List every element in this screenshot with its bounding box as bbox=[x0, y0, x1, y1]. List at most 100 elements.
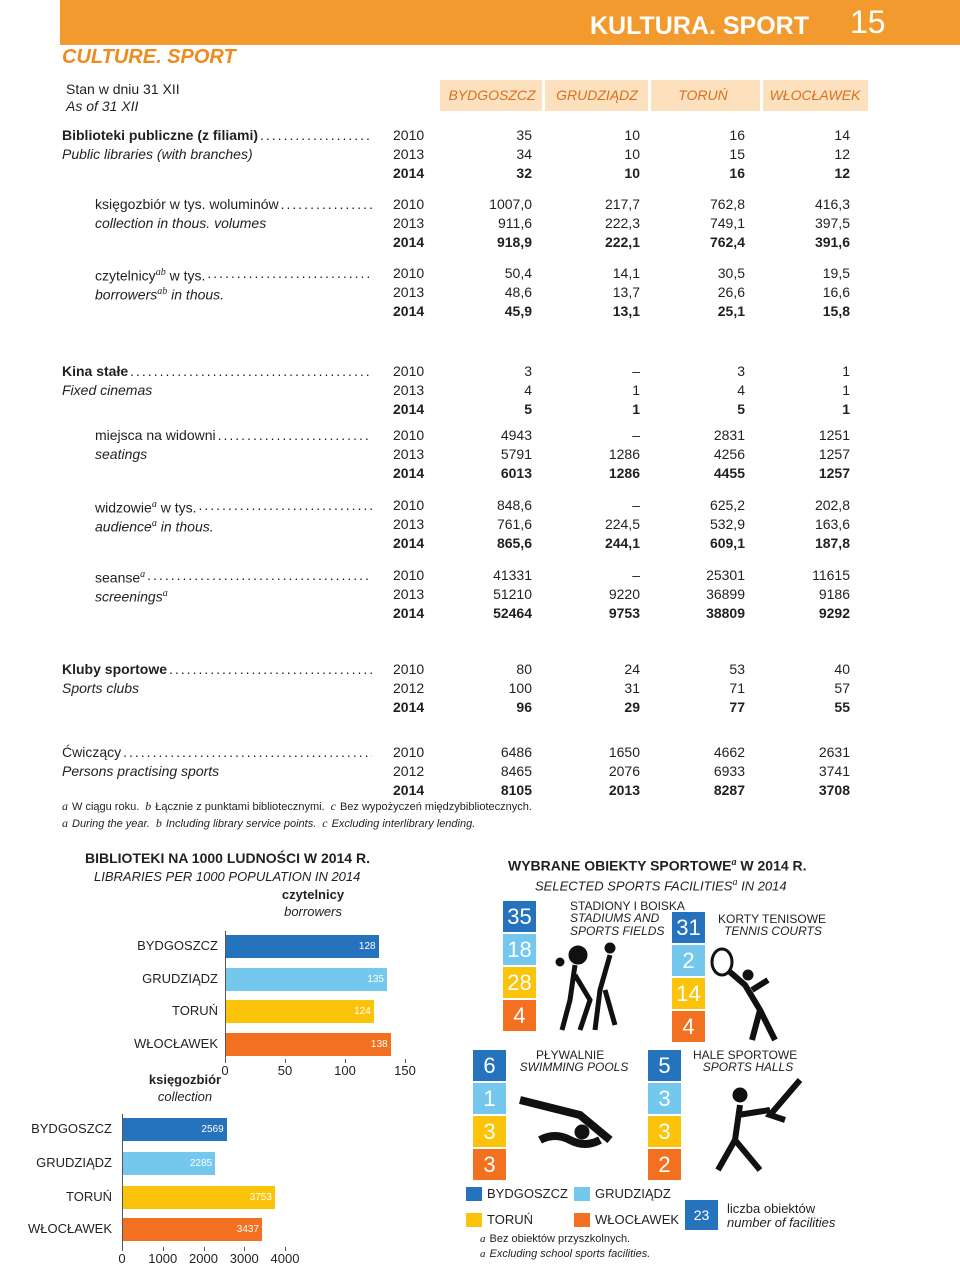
category-label: TORUŃ bbox=[66, 1189, 112, 1204]
label-text: Kina stałe bbox=[62, 362, 128, 380]
cell: 762,4 bbox=[709, 234, 745, 250]
key-text-en: number of facilities bbox=[727, 1215, 836, 1230]
category-label: BYDGOSZCZ bbox=[31, 1121, 112, 1136]
key-text: liczba obiektów bbox=[727, 1201, 816, 1216]
cell: 5791 bbox=[500, 446, 532, 462]
bar-value: 135 bbox=[367, 974, 384, 985]
year: 2013 bbox=[393, 382, 425, 398]
category-label: WŁOCŁAWEK bbox=[27, 1221, 112, 1236]
year: 2014 bbox=[393, 782, 425, 798]
text: w tys. bbox=[156, 499, 197, 516]
facility-count: 3 bbox=[473, 1116, 506, 1147]
footnote-mark: b bbox=[145, 799, 152, 813]
cell: 52464 bbox=[493, 605, 532, 621]
cell: 15 bbox=[729, 146, 745, 162]
facility-count: 2 bbox=[648, 1149, 681, 1180]
cell: 1257 bbox=[818, 446, 850, 462]
facility-name: KORTY TENISOWE bbox=[718, 912, 827, 926]
text: SELECTED SPORTS FACILITIES bbox=[535, 878, 733, 894]
superscript: ab bbox=[155, 267, 166, 278]
cell: 8287 bbox=[713, 782, 745, 798]
superscript: ab bbox=[157, 286, 168, 297]
cell: 6486 bbox=[500, 744, 532, 760]
cell: 3708 bbox=[818, 782, 850, 798]
footnote-text: Excluding interlibrary lending. bbox=[331, 818, 476, 830]
dot-leader bbox=[218, 426, 372, 444]
legend-label: WŁOCŁAWEK bbox=[595, 1212, 680, 1227]
text: czytelnicy bbox=[95, 267, 156, 284]
axis-label-en: borrowers bbox=[284, 904, 342, 919]
text: miejsca na widowni bbox=[95, 427, 216, 443]
dot-leader bbox=[260, 126, 372, 144]
superscript: a bbox=[151, 518, 157, 529]
text: seanse bbox=[95, 569, 141, 586]
row-label: widzowiea w tys. bbox=[95, 496, 372, 516]
text: in thous. bbox=[156, 518, 214, 535]
legend-label: TORUŃ bbox=[487, 1212, 533, 1227]
row-label-en: collection in thous. volumes bbox=[95, 214, 266, 232]
x-tick-label: 100 bbox=[334, 1063, 356, 1078]
dot-leader bbox=[281, 195, 372, 213]
cell: – bbox=[632, 363, 640, 379]
text: W 2014 R. bbox=[736, 857, 807, 874]
row-label-en: screeningsa bbox=[95, 585, 168, 605]
year: 2014 bbox=[393, 401, 425, 417]
footnote-mark: a bbox=[62, 799, 68, 813]
x-tick-label: 50 bbox=[277, 1063, 293, 1078]
cell: 4943 bbox=[500, 427, 532, 443]
key-box: 23 bbox=[685, 1200, 718, 1230]
category-label: GRUDZIĄDZ bbox=[142, 971, 218, 986]
cell: 80 bbox=[516, 661, 532, 677]
text: borrowers bbox=[95, 286, 158, 303]
facility-count: 5 bbox=[648, 1050, 681, 1081]
cell: 1251 bbox=[818, 427, 850, 443]
row-label-en: Public libraries (with branches) bbox=[62, 145, 253, 163]
cell: 55 bbox=[834, 699, 850, 715]
cell: 1 bbox=[842, 382, 850, 398]
cell: 9292 bbox=[818, 605, 850, 621]
axis-line bbox=[122, 1114, 123, 1251]
bar: 135 bbox=[225, 968, 387, 991]
cell: 57 bbox=[834, 680, 850, 696]
footnote-mark: b bbox=[155, 816, 162, 830]
cell: 4256 bbox=[713, 446, 745, 462]
label-text: księgozbiór w tys. woluminów bbox=[95, 195, 279, 213]
facility-count: 6 bbox=[473, 1050, 506, 1081]
cell: 36899 bbox=[706, 586, 745, 602]
cell: 53 bbox=[729, 661, 745, 677]
facility-name-en: SPORTS HALLS bbox=[702, 1060, 794, 1074]
category-label: WŁOCŁAWEK bbox=[133, 1036, 218, 1051]
facility-count: 4 bbox=[672, 1011, 705, 1042]
cell: 391,6 bbox=[814, 234, 850, 250]
cell: 1286 bbox=[608, 446, 640, 462]
year: 2014 bbox=[393, 465, 425, 481]
cell: 34 bbox=[516, 146, 532, 162]
cell: 24 bbox=[624, 661, 640, 677]
cell: 9220 bbox=[608, 586, 640, 602]
tick-mark bbox=[345, 1059, 346, 1063]
column-separator bbox=[542, 80, 545, 111]
facility-name-en: TENNIS COURTS bbox=[724, 924, 822, 938]
facilities-footnote: a Excluding school sports facilities. bbox=[480, 1248, 650, 1260]
cell: 532,9 bbox=[709, 516, 745, 532]
x-tick-label: 1000 bbox=[148, 1251, 178, 1264]
text: Kluby sportowe bbox=[62, 661, 168, 677]
cell: 2631 bbox=[818, 744, 850, 760]
superscript: a bbox=[162, 588, 168, 599]
panel-title: BIBLIOTEKI NA 1000 LUDNOŚCI W 2014 R. bbox=[85, 850, 370, 866]
footnote: a W ciągu roku. b Łącznie z punktami biblio… bbox=[62, 799, 538, 814]
facility-count: 3 bbox=[473, 1149, 506, 1180]
cell: 15,8 bbox=[822, 303, 850, 319]
cell: 25301 bbox=[706, 567, 745, 583]
text: screenings bbox=[95, 588, 163, 605]
cell: 4 bbox=[737, 382, 745, 398]
x-tick-label: 3000 bbox=[229, 1251, 259, 1264]
text: Public libraries (with branches) bbox=[62, 146, 253, 162]
axis-label: czytelnicy bbox=[281, 887, 345, 902]
cell: 8465 bbox=[500, 763, 532, 779]
row-label-en: seatings bbox=[95, 445, 147, 463]
cell: 761,6 bbox=[496, 516, 532, 532]
text: Biblioteki publiczne (z filiami) bbox=[62, 127, 259, 143]
cell: 762,8 bbox=[709, 196, 745, 212]
cell: 5 bbox=[737, 401, 745, 417]
